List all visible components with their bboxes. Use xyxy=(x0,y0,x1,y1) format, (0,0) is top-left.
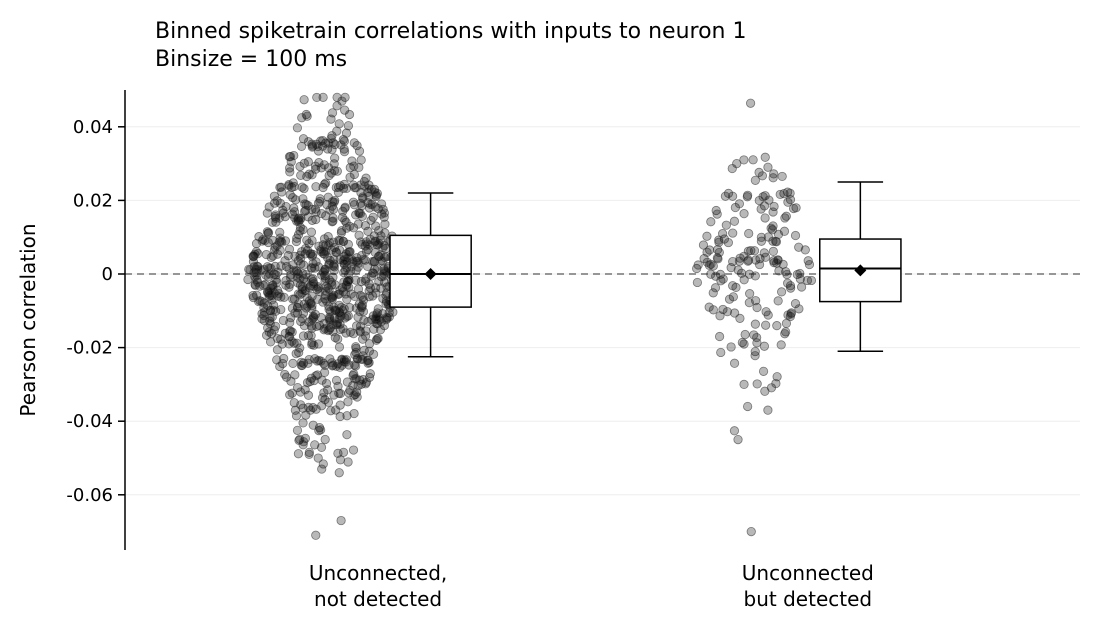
correlation-chart: Unconnected,not detected Unconnectedbut d… xyxy=(0,0,1102,638)
y-tick-label: 0.04 xyxy=(73,117,113,138)
y-tick-label: -0.04 xyxy=(66,411,113,432)
y-tick-label: 0.02 xyxy=(73,190,113,211)
category-label: Unconnected xyxy=(742,561,874,585)
y-tick-label: 0 xyxy=(102,264,113,285)
category-label: not detected xyxy=(314,587,442,611)
category-label: Unconnected, xyxy=(309,561,447,585)
y-tick-label: -0.06 xyxy=(66,485,113,506)
y-axis-label: Pearson correlation xyxy=(16,223,40,416)
chart-title-line1: Binned spiketrain correlations with inpu… xyxy=(155,19,747,44)
category-label: but detected xyxy=(744,587,873,611)
chart-title-line2: Binsize = 100 ms xyxy=(155,47,347,72)
y-tick-label: -0.02 xyxy=(66,338,113,359)
